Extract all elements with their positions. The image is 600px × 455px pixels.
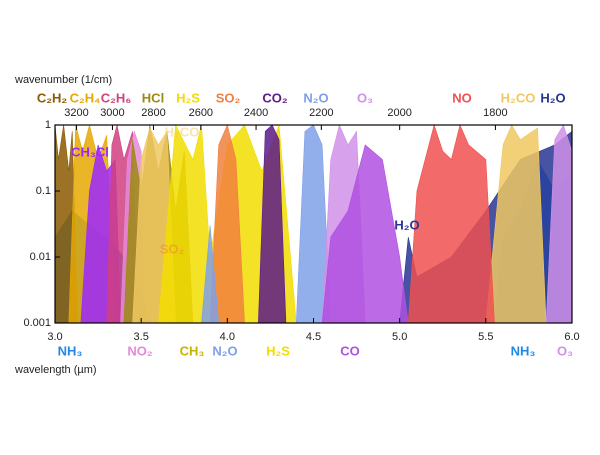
molecule-label: H₂S [266,343,290,358]
x2-tick-label: 1800 [483,107,507,119]
molecule-label: NO [452,90,472,105]
molecule-label: CO₂ [262,90,288,105]
x2-tick-label: 3000 [100,107,124,119]
y-tick-label: 0.01 [30,251,51,263]
molecule-label: SO₂ [160,241,185,256]
x-axis-label: wavelength (µm) [14,364,97,376]
molecule-label: H₂O [540,90,565,105]
y-tick-label: 0.001 [23,317,51,329]
x-tick-label: 4.5 [306,331,321,343]
y-tick-label: 1 [45,119,51,131]
x-tick-label: 4.0 [220,331,235,343]
annotation: CH₃ [180,343,205,358]
molecule-label: N₂O [212,343,237,358]
x2-tick-label: 2600 [189,107,213,119]
x-tick-label: 3.5 [134,331,149,343]
molecule-label: O₃ [357,90,373,105]
molecule-label: H₂CO [165,124,200,139]
x-tick-label: 3.0 [47,331,62,343]
molecule-label: C₂H₂ [37,90,68,105]
molecule-label: N₂O [303,90,328,105]
molecule-label: NH₃ [58,343,83,358]
x-tick-label: 5.0 [392,331,407,343]
x2-tick-label: 2200 [309,107,333,119]
spectrum-area [321,144,409,324]
molecule-label: H₂CO [501,90,536,105]
x2-tick-label: 2800 [141,107,165,119]
x2-axis-label: wavenumber (1/cm) [14,74,112,86]
molecule-label: O₃ [557,343,573,358]
molecule-label: CO [340,343,360,358]
molecule-label: SO₂ [216,90,241,105]
molecule-label: NO₂ [127,343,153,358]
y-tick-label: 0.1 [36,185,51,197]
molecule-label: C₂H₆ [101,90,132,105]
x-tick-label: 5.5 [478,331,493,343]
molecule-label: H₂O [394,217,419,232]
x2-tick-label: 3200 [64,107,88,119]
x2-tick-label: 2000 [387,107,411,119]
molecule-label: H₂S [176,90,200,105]
molecule-label: CH₃Cl [71,144,109,159]
molecule-label: NH₃ [511,343,536,358]
x2-tick-label: 2400 [244,107,268,119]
spectrum-area [407,123,495,324]
x-tick-label: 6.0 [564,331,579,343]
molecule-label: HCl [142,90,164,105]
molecule-label: C₂H₄ [70,90,101,105]
